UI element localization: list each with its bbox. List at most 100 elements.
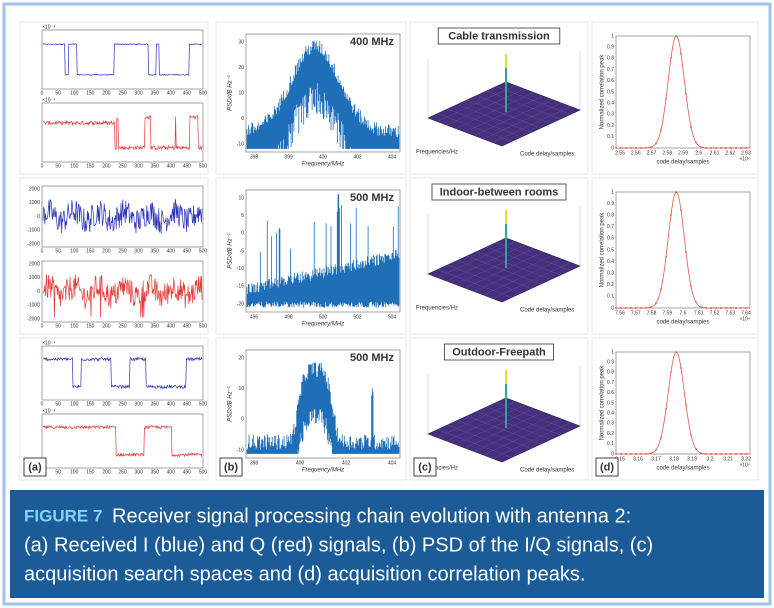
x-tick-label: 7.56 bbox=[615, 310, 625, 316]
y-tick-label: 1 bbox=[611, 33, 614, 39]
x-tick-label: 200 bbox=[102, 469, 111, 475]
peak-sample bbox=[654, 142, 658, 145]
surface-grid bbox=[476, 251, 551, 280]
title-box bbox=[431, 183, 567, 201]
x-tick-label: 7.61 bbox=[694, 310, 704, 316]
x-tick-label: 7.63 bbox=[725, 310, 735, 316]
peak-curve bbox=[616, 191, 750, 309]
y-tick-label: 20 bbox=[238, 65, 244, 71]
x-tick-label: 400 bbox=[167, 248, 176, 254]
axis-label: code delay/samples bbox=[656, 466, 709, 472]
axis-label: Code delay/samples bbox=[520, 308, 574, 314]
y-tick-label: 0.9 bbox=[607, 201, 614, 207]
x-tick-label: 0 bbox=[41, 163, 44, 169]
x-tick-label: 3.22 bbox=[741, 456, 751, 462]
psd-trace bbox=[246, 362, 400, 454]
caption-box bbox=[10, 490, 764, 598]
y-tick-label: 0.2 bbox=[607, 431, 614, 437]
x-tick-label: 50 bbox=[55, 323, 61, 329]
x-tick-label: 3.15 bbox=[615, 456, 625, 462]
x-tick-label: 350 bbox=[151, 163, 160, 169]
panel-label-box bbox=[595, 457, 619, 477]
y-tick-label: 1 bbox=[611, 349, 614, 355]
y-tick-label: 2000 bbox=[29, 186, 40, 192]
caption-line: acquisition search spaces and (d) acquis… bbox=[24, 563, 585, 585]
x-tick-label: 504 bbox=[388, 314, 397, 320]
exponent-label: ×10⁴ bbox=[739, 156, 750, 162]
x-tick-label: 200 bbox=[102, 90, 111, 96]
exponent-label: ×10⁻⁴ bbox=[42, 408, 55, 414]
x-tick-label: 7.64 bbox=[741, 310, 751, 316]
x-tick-label: 100 bbox=[70, 401, 79, 407]
plot-area bbox=[615, 191, 751, 309]
x-tick-label: 50 bbox=[55, 163, 61, 169]
y-tick-label: 0 bbox=[611, 451, 614, 457]
plot-area bbox=[41, 345, 204, 401]
peak-sample bbox=[654, 302, 658, 305]
x-tick-label: 50 bbox=[55, 469, 61, 475]
x-tick-label: 398 bbox=[250, 460, 259, 466]
x-tick-label: 3.2 bbox=[707, 456, 714, 462]
x-tick-label: 402 bbox=[342, 460, 351, 466]
x-tick-label: 500 bbox=[199, 469, 208, 475]
exponent-label: ×10⁻⁴ bbox=[42, 24, 55, 30]
y-tick-label: 0.8 bbox=[607, 370, 614, 376]
x-tick-label: 502 bbox=[353, 314, 362, 320]
psd-trace bbox=[246, 40, 400, 149]
x-tick-label: 250 bbox=[118, 163, 127, 169]
y-tick-label: 0.5 bbox=[607, 89, 614, 95]
x-tick-label: 250 bbox=[118, 90, 127, 96]
caption-line: Receiver signal processing chain evoluti… bbox=[112, 505, 631, 527]
x-tick-label: 100 bbox=[70, 163, 79, 169]
peak-curve bbox=[616, 351, 750, 455]
x-tick-label: 250 bbox=[118, 323, 127, 329]
y-tick-label: 0.7 bbox=[607, 67, 614, 73]
y-tick-label: 1000 bbox=[29, 200, 40, 206]
surface-grid bbox=[486, 90, 561, 120]
x-tick-label: 450 bbox=[183, 401, 192, 407]
surface-grid bbox=[496, 86, 571, 115]
axis-label: Frequencies/Hz bbox=[416, 306, 458, 312]
y-tick-label: 0 bbox=[37, 289, 40, 295]
exponent-label: ×10⁴ bbox=[739, 462, 750, 468]
surface-grid bbox=[483, 418, 562, 456]
y-tick-label: 0.9 bbox=[607, 45, 614, 51]
x-tick-label: 350 bbox=[151, 90, 160, 96]
signal-trace bbox=[42, 356, 203, 390]
panel-label: (d) bbox=[600, 461, 614, 473]
y-tick-label: 5 bbox=[241, 213, 244, 219]
x-tick-label: 250 bbox=[118, 469, 127, 475]
x-tick-label: 3.21 bbox=[723, 456, 733, 462]
y-tick-label: 0 bbox=[241, 231, 244, 237]
y-tick-label: 0.6 bbox=[607, 78, 614, 84]
x-tick-label: 2.58 bbox=[662, 150, 672, 156]
surface-grid bbox=[474, 255, 553, 292]
x-tick-label: 2.59 bbox=[678, 150, 688, 156]
surface-grid bbox=[483, 258, 562, 296]
x-tick-label: 2.57 bbox=[647, 150, 657, 156]
x-tick-label: 500 bbox=[319, 314, 328, 320]
x-tick-label: 300 bbox=[134, 90, 143, 96]
plot-area bbox=[41, 29, 204, 90]
axis-label: Normalized correlation peak bbox=[600, 365, 606, 441]
y-tick-label: 0.8 bbox=[607, 213, 614, 219]
x-tick-label: 300 bbox=[134, 248, 143, 254]
surface-grid bbox=[476, 95, 551, 124]
x-tick-label: 150 bbox=[86, 401, 95, 407]
axis-label: Frequency/MHz bbox=[302, 322, 344, 328]
x-tick-label: 7.58 bbox=[647, 310, 657, 316]
y-tick-label: 0.7 bbox=[607, 380, 614, 386]
axis-label: code delay/samples bbox=[656, 320, 709, 326]
y-tick-label: 10 bbox=[238, 386, 244, 392]
surface-grid bbox=[466, 255, 542, 285]
x-tick-label: 450 bbox=[183, 323, 192, 329]
y-tick-label: -2000 bbox=[27, 241, 40, 247]
x-tick-label: 300 bbox=[134, 163, 143, 169]
axis-label: Frequencies/Hz bbox=[416, 150, 458, 156]
x-tick-label: 100 bbox=[70, 90, 79, 96]
signal-trace bbox=[42, 115, 203, 151]
y-tick-label: 20 bbox=[238, 355, 244, 361]
x-tick-label: 100 bbox=[70, 248, 79, 254]
surface-grid bbox=[492, 106, 571, 143]
